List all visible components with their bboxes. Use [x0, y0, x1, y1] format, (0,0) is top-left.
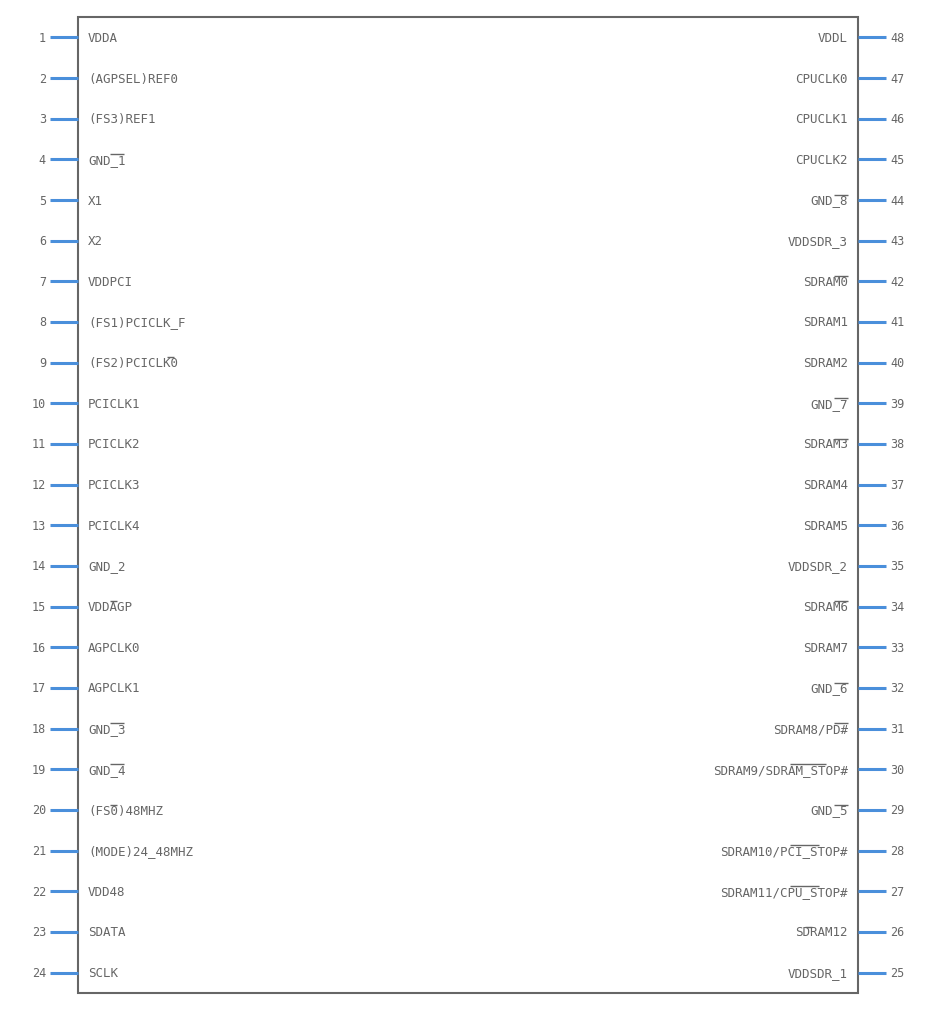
- Text: (FS1)PCICLK_F: (FS1)PCICLK_F: [88, 316, 185, 330]
- Text: X2: X2: [88, 235, 103, 248]
- Text: 47: 47: [889, 73, 903, 85]
- Text: GND_3: GND_3: [88, 723, 125, 735]
- Text: 17: 17: [32, 681, 46, 695]
- Text: 31: 31: [889, 723, 903, 735]
- Text: 24: 24: [32, 967, 46, 980]
- Text: 12: 12: [32, 478, 46, 491]
- Text: VDDSDR_3: VDDSDR_3: [787, 235, 847, 248]
- Text: VDDA: VDDA: [88, 31, 118, 44]
- Text: VDDSDR_2: VDDSDR_2: [787, 560, 847, 573]
- Text: SDRAM7: SDRAM7: [802, 641, 847, 654]
- Text: 21: 21: [32, 844, 46, 857]
- Text: 10: 10: [32, 397, 46, 410]
- Text: SDRAM8/PD#: SDRAM8/PD#: [772, 723, 847, 735]
- Text: 30: 30: [889, 763, 903, 776]
- Text: 38: 38: [889, 438, 903, 451]
- Text: 16: 16: [32, 641, 46, 654]
- Text: 23: 23: [32, 926, 46, 938]
- Text: (FS0)48MHZ: (FS0)48MHZ: [88, 804, 163, 817]
- Text: SDRAM10/PCI_STOP#: SDRAM10/PCI_STOP#: [719, 844, 847, 857]
- Text: (FS3)REF1: (FS3)REF1: [88, 113, 156, 126]
- Text: 2: 2: [39, 73, 46, 85]
- Text: GND_8: GND_8: [809, 194, 847, 207]
- Text: SDRAM0: SDRAM0: [802, 276, 847, 288]
- Text: PCICLK3: PCICLK3: [88, 478, 140, 491]
- Text: 39: 39: [889, 397, 903, 410]
- Text: 20: 20: [32, 804, 46, 817]
- Text: (MODE)24_48MHZ: (MODE)24_48MHZ: [88, 844, 193, 857]
- Text: 34: 34: [889, 601, 903, 614]
- Bar: [78, 18, 857, 993]
- Text: 37: 37: [889, 478, 903, 491]
- Text: CPUCLK0: CPUCLK0: [794, 73, 847, 85]
- Text: 18: 18: [32, 723, 46, 735]
- Text: 33: 33: [889, 641, 903, 654]
- Text: PCICLK2: PCICLK2: [88, 438, 140, 451]
- Text: 9: 9: [39, 357, 46, 370]
- Text: GND_1: GND_1: [88, 154, 125, 167]
- Text: AGPCLK0: AGPCLK0: [88, 641, 140, 654]
- Text: 43: 43: [889, 235, 903, 248]
- Text: 3: 3: [39, 113, 46, 126]
- Text: SDRAM11/CPU_STOP#: SDRAM11/CPU_STOP#: [719, 885, 847, 898]
- Text: SDATA: SDATA: [88, 926, 125, 938]
- Text: SDRAM4: SDRAM4: [802, 478, 847, 491]
- Text: 29: 29: [889, 804, 903, 817]
- Text: 36: 36: [889, 520, 903, 533]
- Text: 13: 13: [32, 520, 46, 533]
- Text: GND_4: GND_4: [88, 763, 125, 776]
- Text: SDRAM5: SDRAM5: [802, 520, 847, 533]
- Text: SDRAM1: SDRAM1: [802, 316, 847, 330]
- Text: SCLK: SCLK: [88, 967, 118, 980]
- Text: VDDPCI: VDDPCI: [88, 276, 133, 288]
- Text: 19: 19: [32, 763, 46, 776]
- Text: VDDSDR_1: VDDSDR_1: [787, 967, 847, 980]
- Text: 42: 42: [889, 276, 903, 288]
- Text: CPUCLK1: CPUCLK1: [794, 113, 847, 126]
- Text: GND_6: GND_6: [809, 681, 847, 695]
- Text: 14: 14: [32, 560, 46, 573]
- Text: PCICLK4: PCICLK4: [88, 520, 140, 533]
- Text: VDD48: VDD48: [88, 885, 125, 898]
- Text: AGPCLK1: AGPCLK1: [88, 681, 140, 695]
- Text: (AGPSEL)REF0: (AGPSEL)REF0: [88, 73, 178, 85]
- Text: (FS2)PCICLK0: (FS2)PCICLK0: [88, 357, 178, 370]
- Text: 4: 4: [39, 154, 46, 167]
- Text: VDDL: VDDL: [817, 31, 847, 44]
- Text: 35: 35: [889, 560, 903, 573]
- Text: X1: X1: [88, 194, 103, 207]
- Text: 26: 26: [889, 926, 903, 938]
- Text: SDRAM3: SDRAM3: [802, 438, 847, 451]
- Text: SDRAM9/SDRAM_STOP#: SDRAM9/SDRAM_STOP#: [712, 763, 847, 776]
- Text: GND_5: GND_5: [809, 804, 847, 817]
- Text: 6: 6: [39, 235, 46, 248]
- Text: 7: 7: [39, 276, 46, 288]
- Text: 1: 1: [39, 31, 46, 44]
- Text: 32: 32: [889, 681, 903, 695]
- Text: 25: 25: [889, 967, 903, 980]
- Text: CPUCLK2: CPUCLK2: [794, 154, 847, 167]
- Text: PCICLK1: PCICLK1: [88, 397, 140, 410]
- Text: 48: 48: [889, 31, 903, 44]
- Text: SDRAM6: SDRAM6: [802, 601, 847, 614]
- Text: 45: 45: [889, 154, 903, 167]
- Text: 8: 8: [39, 316, 46, 330]
- Text: 15: 15: [32, 601, 46, 614]
- Text: 46: 46: [889, 113, 903, 126]
- Text: 11: 11: [32, 438, 46, 451]
- Text: 5: 5: [39, 194, 46, 207]
- Text: 28: 28: [889, 844, 903, 857]
- Text: 22: 22: [32, 885, 46, 898]
- Text: 27: 27: [889, 885, 903, 898]
- Text: 40: 40: [889, 357, 903, 370]
- Text: GND_2: GND_2: [88, 560, 125, 573]
- Text: 44: 44: [889, 194, 903, 207]
- Text: GND_7: GND_7: [809, 397, 847, 410]
- Text: 41: 41: [889, 316, 903, 330]
- Text: VDDAGP: VDDAGP: [88, 601, 133, 614]
- Text: SDRAM12: SDRAM12: [794, 926, 847, 938]
- Text: SDRAM2: SDRAM2: [802, 357, 847, 370]
